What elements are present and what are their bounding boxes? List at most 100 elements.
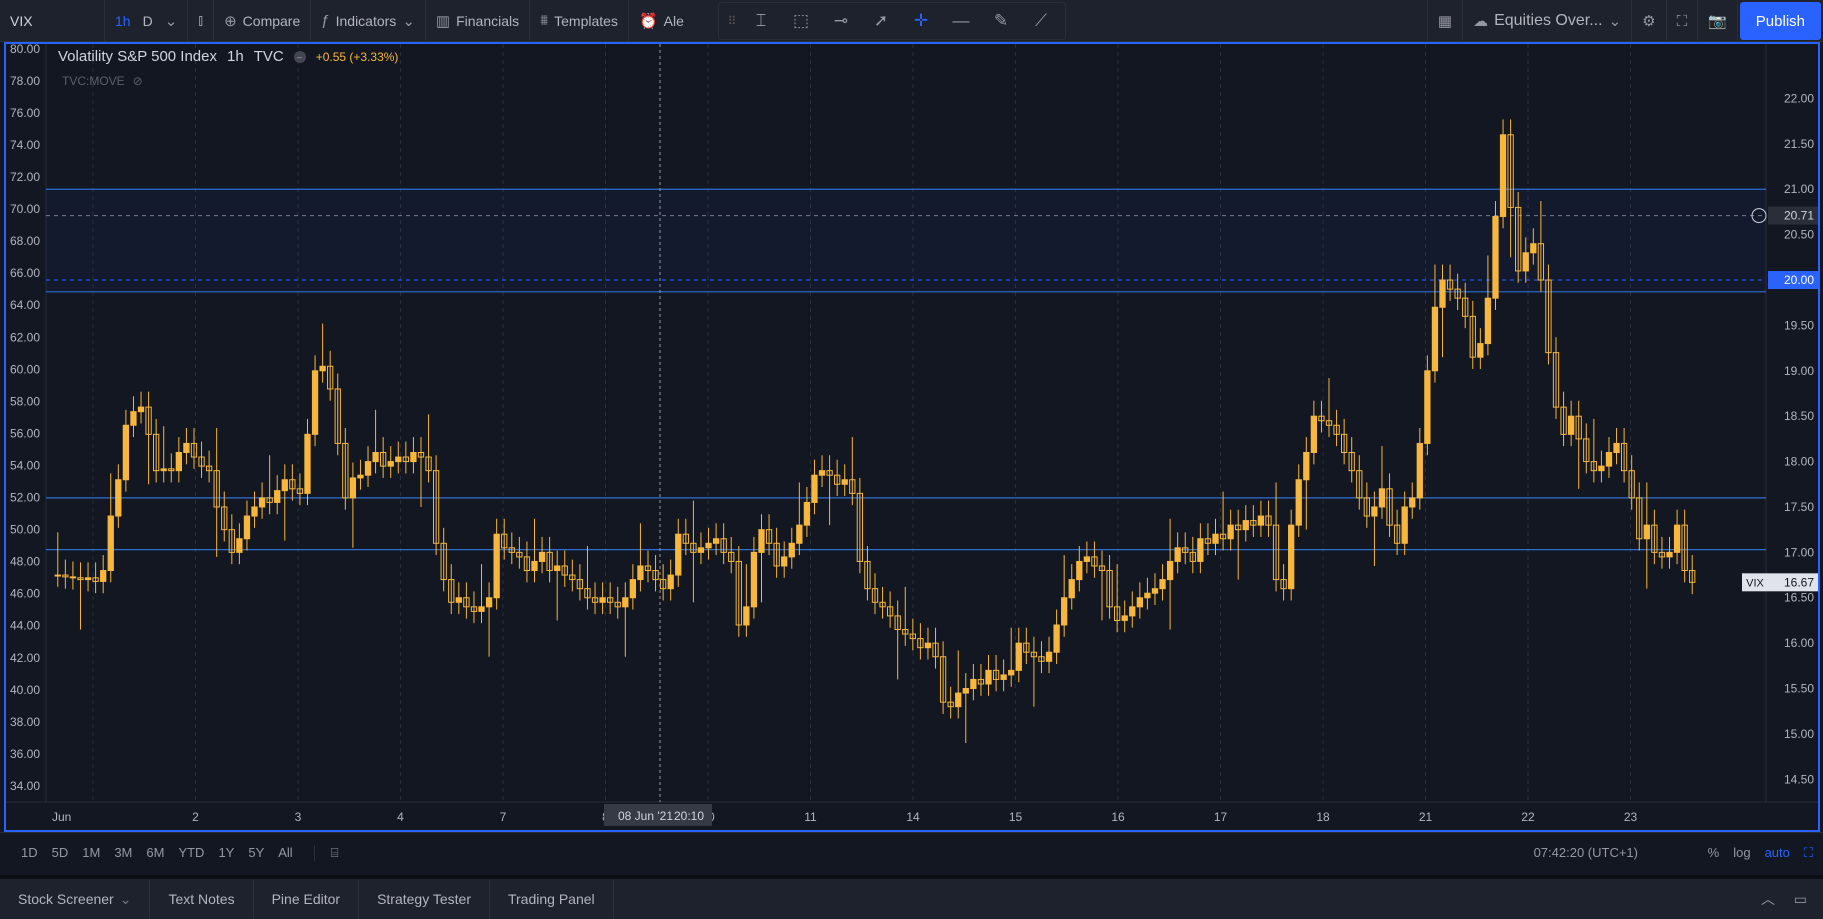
settings-button[interactable]: ⚙ (1632, 0, 1667, 42)
clock[interactable]: 07:42:20 (UTC+1) (1533, 845, 1638, 860)
drag-handle-icon[interactable]: ⠿ (727, 14, 737, 28)
left-axis-tick: 40.00 (10, 683, 40, 697)
candle-body (697, 547, 705, 553)
range-1d[interactable]: 1D (21, 844, 38, 860)
candle-body (1242, 520, 1249, 531)
measure-icon[interactable]: ⌶ (755, 11, 767, 30)
candle-body (228, 529, 235, 553)
range-ytd[interactable]: YTD (178, 844, 205, 860)
time-axis-label: 23 (1624, 810, 1638, 824)
range-all[interactable]: All (278, 844, 293, 860)
publish-button[interactable]: Publish (1739, 2, 1821, 40)
auto-scale-button[interactable]: auto (1764, 845, 1790, 860)
chart-type-button[interactable]: ⫾ (188, 0, 215, 41)
candle-body (909, 633, 916, 640)
candle-body (1144, 592, 1151, 599)
layout-select[interactable]: ☁ Equities Over... ⌄ (1463, 0, 1633, 42)
candle-body (448, 579, 455, 603)
tab-trading-panel[interactable]: Trading Panel (490, 879, 614, 919)
timeframe-1h[interactable]: 1h (115, 12, 131, 29)
candle-body (1151, 588, 1159, 594)
candle-body (584, 588, 591, 599)
candle-body (1439, 279, 1446, 308)
collapse-icon[interactable]: – (293, 50, 306, 63)
indicators-button[interactable]: ƒ Indicators ⌄ (311, 0, 426, 41)
brush-icon[interactable]: ✎ (993, 11, 1009, 30)
candle-body (168, 468, 175, 472)
chart-canvas[interactable]: Jun234781011141516171821222380.0078.0076… (6, 42, 1818, 830)
range-1m[interactable]: 1M (82, 844, 101, 860)
range-5y[interactable]: 5Y (248, 844, 265, 860)
candle-body (1515, 206, 1522, 272)
percent-scale-button[interactable]: % (1707, 845, 1720, 860)
candle-body (561, 565, 568, 576)
alert-button[interactable]: ⏰ Ale (629, 0, 694, 41)
collapse-panel-icon[interactable]: ︿ (1761, 891, 1775, 907)
maximize-panel-icon[interactable]: ▭ (1793, 890, 1807, 907)
chart-pane[interactable]: Jun234781011141516171821222380.0078.0076… (4, 42, 1820, 832)
cursor-arrow-icon[interactable]: ➚ (873, 11, 889, 30)
candle-body (100, 570, 107, 582)
candle-body (1499, 134, 1507, 217)
candle-body (501, 533, 508, 549)
chevron-down-icon: ⌄ (119, 890, 132, 907)
time-axis-label: 18 (1316, 810, 1330, 824)
range-6m[interactable]: 6M (146, 844, 165, 860)
right-axis-tick: 19.00 (1784, 364, 1814, 378)
candle-body (1212, 533, 1219, 544)
candle-body (175, 452, 183, 472)
candle-body (1666, 551, 1673, 558)
add-alert-icon[interactable] (1751, 208, 1767, 224)
candle-body (1545, 279, 1552, 354)
candle-body (705, 542, 712, 549)
time-axis-label: 17 (1214, 810, 1228, 824)
tab-text-notes[interactable]: Text Notes (150, 879, 254, 919)
horizontal-ray-icon[interactable]: ⊸ (833, 11, 849, 30)
right-axis-tick: 22.00 (1784, 91, 1814, 105)
log-scale-button[interactable]: log (1733, 845, 1751, 860)
fullscreen-button[interactable]: ⛶ (1667, 0, 1699, 42)
symbol-tag: VIX (1746, 577, 1764, 589)
candle-body (970, 678, 977, 690)
right-axis-tick: 21.50 (1784, 137, 1814, 151)
goto-date-icon[interactable]: ⌸ (313, 844, 346, 861)
trend-line-icon[interactable]: ⟋ (1035, 11, 1047, 30)
candle-body (1076, 560, 1083, 581)
layout-grid-button[interactable]: ▦ (1426, 0, 1464, 42)
financials-label: Financials (456, 12, 520, 29)
tab-strategy-tester[interactable]: Strategy Tester (359, 879, 490, 919)
horizontal-line-icon[interactable]: — (952, 11, 970, 30)
range-3m[interactable]: 3M (114, 844, 133, 860)
chevron-down-icon[interactable]: ⌄ (164, 12, 178, 30)
candle-body (849, 479, 856, 494)
crosshair-icon[interactable]: ✛ (913, 11, 929, 30)
left-axis-tick: 38.00 (10, 715, 40, 729)
zoom-rect-icon[interactable]: ⬚ (792, 11, 810, 30)
financials-button[interactable]: ▥ Financials (426, 0, 531, 41)
candle-body (1348, 452, 1355, 472)
range-5d[interactable]: 5D (51, 844, 69, 860)
compare-button[interactable]: ⊕ Compare (214, 0, 312, 41)
candle-body (130, 411, 137, 426)
candle-body (1416, 442, 1423, 499)
candle-body (1235, 524, 1242, 531)
snapshot-button[interactable]: 📷 (1698, 0, 1738, 42)
left-axis-tick: 78.00 (10, 74, 40, 88)
candle-body (1583, 438, 1590, 463)
tab-pine-editor[interactable]: Pine Editor (254, 879, 360, 919)
expand-icon[interactable]: ⛶ (1803, 844, 1813, 860)
chevron-down-icon[interactable]: ⌄ (402, 12, 415, 30)
legend-title: Volatility S&P 500 Index (58, 48, 217, 65)
tab-stock-screener[interactable]: Stock Screener ⌄ (0, 879, 151, 919)
symbol-search[interactable]: VIX (0, 0, 105, 41)
time-axis-label: 11 (804, 810, 817, 824)
eye-hidden-icon[interactable]: ⊘ (132, 74, 143, 88)
right-axis-tick: 18.00 (1784, 455, 1814, 469)
range-1y[interactable]: 1Y (218, 844, 235, 860)
timeframe-d[interactable]: D (142, 12, 153, 29)
candle-body (917, 638, 924, 649)
secondary-symbol: TVC:MOVE (62, 74, 125, 88)
templates-button[interactable]: ⩩ Templates (530, 0, 629, 41)
candle-body (402, 456, 410, 463)
candle-body (1000, 674, 1007, 680)
